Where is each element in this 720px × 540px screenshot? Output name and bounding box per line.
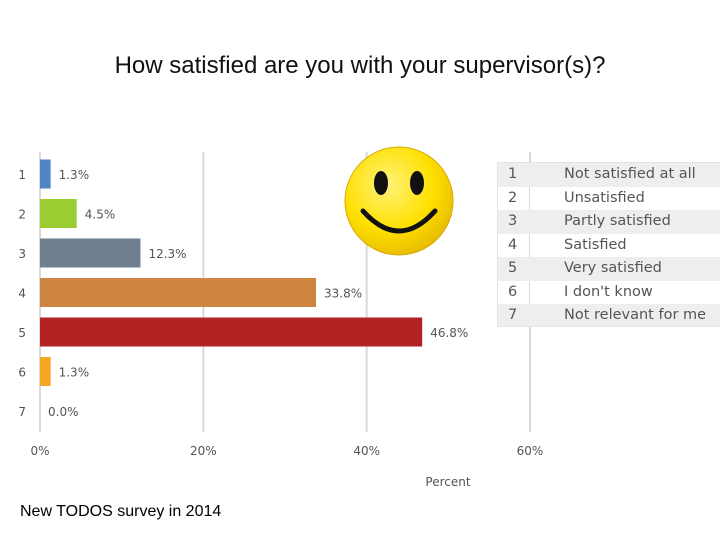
category-label: 5 [18, 326, 26, 340]
x-tick-label: 60% [517, 444, 544, 458]
legend-number: 3 [508, 213, 518, 229]
category-label: 4 [18, 287, 26, 301]
x-tick-label: 20% [190, 444, 217, 458]
x-tick-label: 0% [30, 444, 49, 458]
data-label: 33.8% [324, 287, 362, 301]
category-label: 2 [18, 208, 26, 222]
x-tick-label: 40% [353, 444, 380, 458]
legend-label: Not satisfied at all [564, 166, 696, 182]
legend-label: Partly satisfied [564, 213, 671, 229]
bar [40, 357, 51, 386]
data-label: 12.3% [148, 247, 186, 261]
bar [40, 317, 423, 347]
legend-number: 4 [508, 236, 518, 253]
category-label: 7 [18, 405, 26, 419]
legend-separator [529, 163, 530, 326]
legend-label: Unsatisfied [564, 189, 645, 206]
legend-row-6: 6 I don't know [498, 281, 720, 305]
x-axis-label: Percent [425, 475, 470, 489]
legend-row-7: 7 Not relevant for me [498, 304, 720, 326]
data-label: 4.5% [85, 208, 116, 222]
footer-caption: New TODOS survey in 2014 [20, 503, 222, 520]
category-label: 3 [18, 247, 26, 261]
legend-row-4: 4 Satisfied [498, 234, 720, 258]
legend-number: 2 [508, 189, 518, 206]
legend-row-2: 2 Unsatisfied [498, 187, 720, 211]
legend-row-5: 5 Very satisfied [498, 257, 720, 281]
legend-label: I don't know [564, 283, 653, 300]
legend-number: 5 [508, 260, 518, 276]
legend-number: 6 [508, 283, 518, 300]
legend-number: 1 [508, 166, 518, 182]
data-label: 46.8% [430, 326, 468, 340]
slide-title: How satisfied are you with your supervis… [114, 52, 606, 79]
data-label: 0.0% [48, 405, 79, 419]
legend-label: Very satisfied [564, 260, 662, 276]
data-label: 1.3% [59, 366, 90, 380]
legend-row-1: 1 Not satisfied at all [498, 163, 720, 187]
legend-number: 7 [508, 307, 518, 323]
legend-label: Satisfied [564, 236, 627, 253]
bar-chart: 1 1.3% 2 4.5% 3 12.3% 4 33.8% 5 46.8% 6 1.3% 7 0.0% 0%… [18, 152, 544, 489]
data-label: 1.3% [59, 168, 90, 182]
legend-row-3: 3 Partly satisfied [498, 210, 720, 234]
bar [40, 199, 77, 228]
smiley-face-icon [344, 146, 454, 256]
category-label: 6 [18, 366, 26, 380]
legend-label: Not relevant for me [564, 307, 707, 323]
bar [40, 159, 51, 189]
category-legend: 1 Not satisfied at all 2 Unsatisfied 3 P… [497, 162, 720, 327]
bar [40, 238, 141, 268]
bar [40, 278, 317, 307]
category-label: 1 [18, 168, 26, 182]
